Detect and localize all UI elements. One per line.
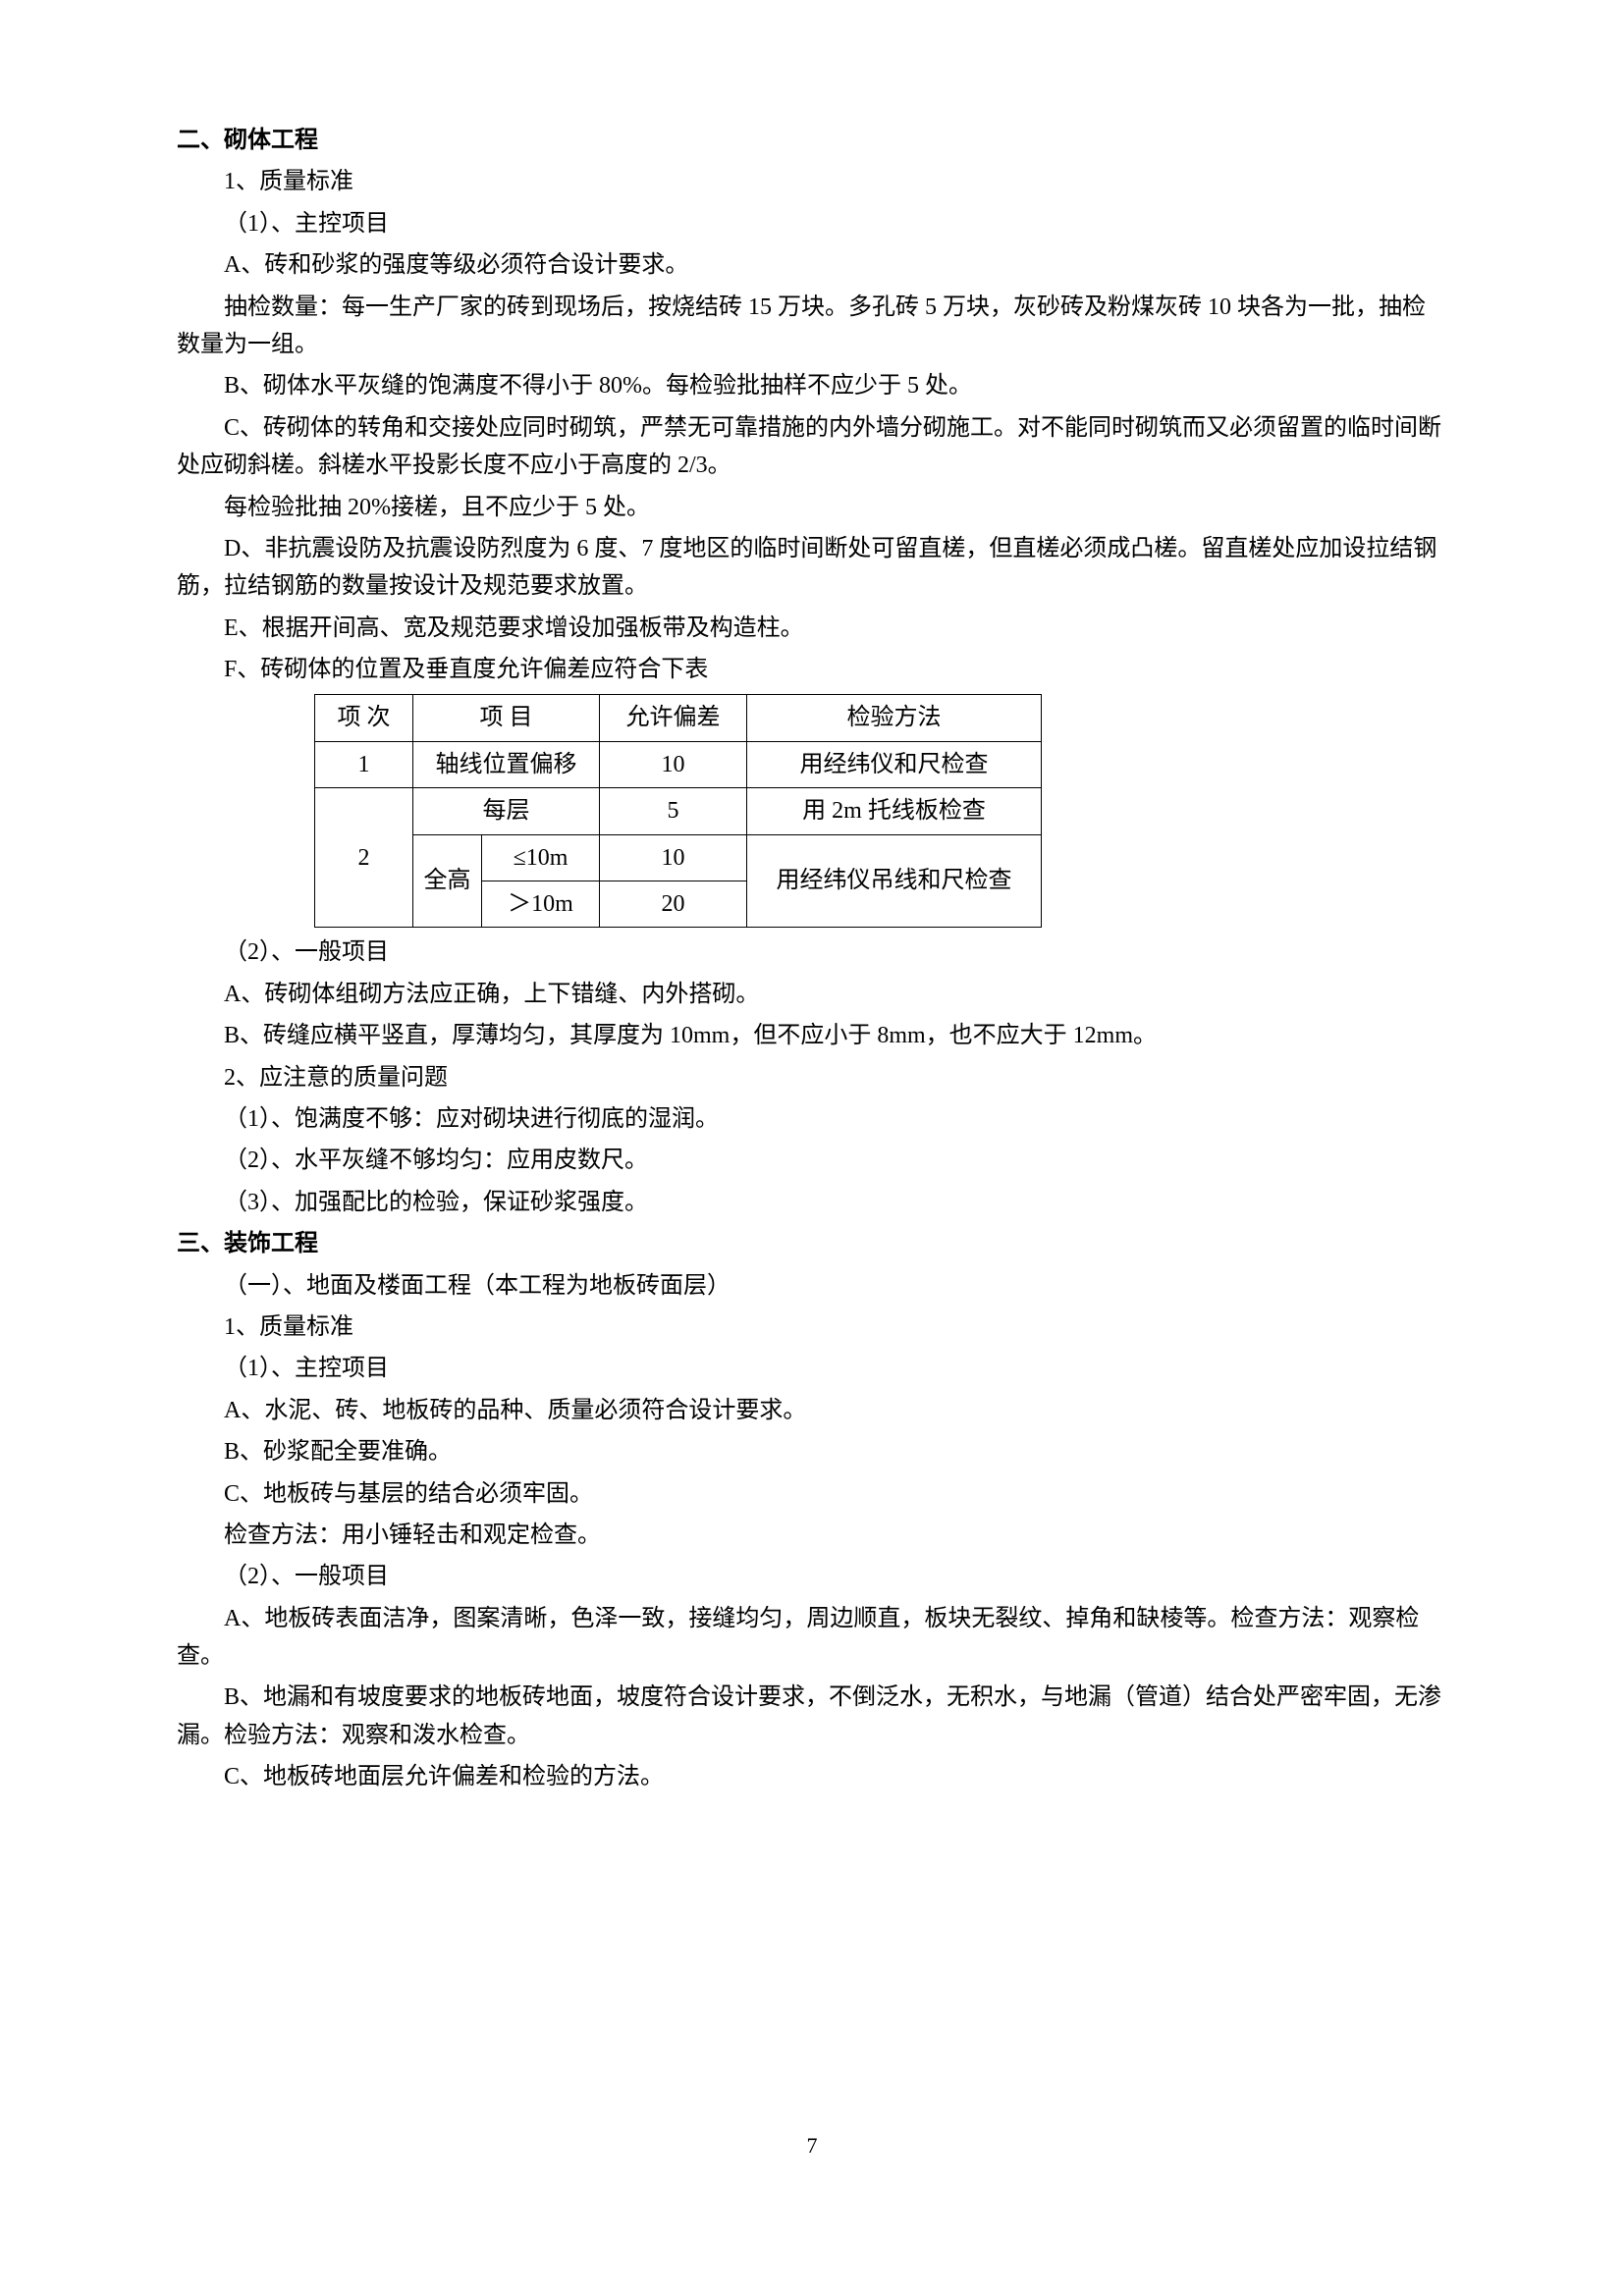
section-2-heading: 二、砌体工程 [177, 122, 1447, 159]
table-header-row: 项 次 项 目 允许偏差 检验方法 [315, 695, 1042, 741]
table-cell: 每层 [413, 788, 600, 834]
paragraph: （2）、水平灰缝不够均匀：应用皮数尺。 [177, 1142, 1447, 1179]
table-cell: 1 [315, 741, 413, 787]
paragraph: A、地板砖表面洁净，图案清晰，色泽一致，接缝均匀，周边顺直，板块无裂纹、掉角和缺… [177, 1600, 1447, 1676]
paragraph: C、砖砌体的转角和交接处应同时砌筑，严禁无可靠措施的内外墙分砌施工。对不能同时砌… [177, 409, 1447, 485]
table-cell: 轴线位置偏移 [413, 741, 600, 787]
paragraph: 检查方法：用小锤轻击和观定检查。 [177, 1517, 1447, 1554]
table-cell: 用 2m 托线板检查 [747, 788, 1042, 834]
paragraph: B、砂浆配全要准确。 [177, 1433, 1447, 1470]
table-cell: 全高 [413, 834, 482, 928]
paragraph: （1）、主控项目 [177, 1350, 1447, 1387]
paragraph: （2）、一般项目 [177, 934, 1447, 971]
paragraph: 每检验批抽 20%接槎，且不应少于 5 处。 [177, 489, 1447, 526]
paragraph: （1）、主控项目 [177, 205, 1447, 242]
document-content: 二、砌体工程 1、质量标准 （1）、主控项目 A、砖和砂浆的强度等级必须符合设计… [177, 122, 1447, 1796]
table-cell: ≤10m [482, 834, 600, 881]
table-header-cell: 允许偏差 [600, 695, 747, 741]
paragraph: A、水泥、砖、地板砖的品种、质量必须符合设计要求。 [177, 1392, 1447, 1429]
paragraph: （3）、加强配比的检验，保证砂浆强度。 [177, 1184, 1447, 1221]
page-number: 7 [0, 2133, 1624, 2159]
table-header-cell: 检验方法 [747, 695, 1042, 741]
paragraph: A、砖和砂浆的强度等级必须符合设计要求。 [177, 246, 1447, 284]
section-3-heading: 三、装饰工程 [177, 1225, 1447, 1262]
paragraph: 1、质量标准 [177, 1308, 1447, 1346]
table-cell: 用经纬仪和尺检查 [747, 741, 1042, 787]
paragraph: A、砖砌体组砌方法应正确，上下错缝、内外搭砌。 [177, 976, 1447, 1013]
table-cell: 10 [600, 834, 747, 881]
paragraph: 2、应注意的质量问题 [177, 1059, 1447, 1096]
paragraph: 1、质量标准 [177, 163, 1447, 200]
deviation-table: 项 次 项 目 允许偏差 检验方法 1 轴线位置偏移 10 用经纬仪和尺检查 2… [314, 694, 1042, 928]
table-header-cell: 项 目 [413, 695, 600, 741]
table-row: 2 每层 5 用 2m 托线板检查 [315, 788, 1042, 834]
table-row: 全高 ≤10m 10 用经纬仪吊线和尺检查 [315, 834, 1042, 881]
table-cell: 5 [600, 788, 747, 834]
paragraph: B、地漏和有坡度要求的地板砖地面，坡度符合设计要求，不倒泛水，无积水，与地漏（管… [177, 1679, 1447, 1754]
table-row: 1 轴线位置偏移 10 用经纬仪和尺检查 [315, 741, 1042, 787]
paragraph: B、砖缝应横平竖直，厚薄均匀，其厚度为 10mm，但不应小于 8mm，也不应大于… [177, 1017, 1447, 1054]
table-cell: 用经纬仪吊线和尺检查 [747, 834, 1042, 928]
table-cell: 10 [600, 741, 747, 787]
table-header-cell: 项 次 [315, 695, 413, 741]
table-cell: 20 [600, 881, 747, 928]
paragraph: 抽检数量：每一生产厂家的砖到现场后，按烧结砖 15 万块。多孔砖 5 万块，灰砂… [177, 289, 1447, 364]
table-cell: 2 [315, 788, 413, 928]
paragraph: C、地板砖与基层的结合必须牢固。 [177, 1475, 1447, 1513]
paragraph: F、砖砌体的位置及垂直度允许偏差应符合下表 [177, 651, 1447, 688]
table-cell: ＞10m [482, 881, 600, 928]
paragraph: B、砌体水平灰缝的饱满度不得小于 80%。每检验批抽样不应少于 5 处。 [177, 367, 1447, 404]
paragraph: （一）、地面及楼面工程（本工程为地板砖面层） [177, 1267, 1447, 1305]
paragraph: E、根据开间高、宽及规范要求增设加强板带及构造柱。 [177, 610, 1447, 647]
paragraph: （2）、一般项目 [177, 1558, 1447, 1595]
paragraph: （1）、饱满度不够：应对砌块进行彻底的湿润。 [177, 1100, 1447, 1138]
paragraph: C、地板砖地面层允许偏差和检验的方法。 [177, 1758, 1447, 1795]
paragraph: D、非抗震设防及抗震设防烈度为 6 度、7 度地区的临时间断处可留直槎，但直槎必… [177, 530, 1447, 606]
